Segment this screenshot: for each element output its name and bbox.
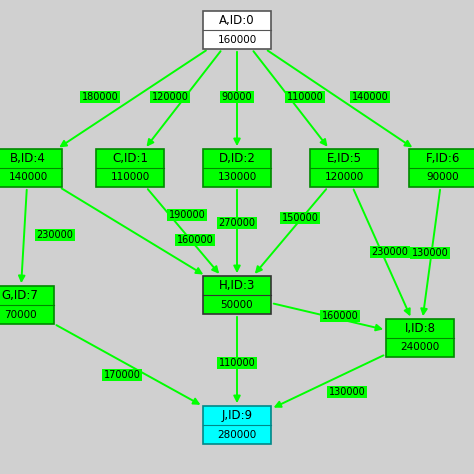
Text: 180000: 180000 bbox=[82, 92, 118, 102]
Text: D,ID:2: D,ID:2 bbox=[219, 152, 255, 165]
Text: 270000: 270000 bbox=[219, 218, 255, 228]
Text: 110000: 110000 bbox=[287, 92, 323, 102]
Text: A,ID:0: A,ID:0 bbox=[219, 14, 255, 27]
Text: 230000: 230000 bbox=[36, 230, 73, 240]
Text: 160000: 160000 bbox=[218, 35, 256, 45]
Text: 90000: 90000 bbox=[222, 92, 252, 102]
Text: 130000: 130000 bbox=[411, 248, 448, 258]
Text: 130000: 130000 bbox=[218, 173, 256, 182]
Text: 110000: 110000 bbox=[219, 358, 255, 368]
Text: J,ID:9: J,ID:9 bbox=[221, 409, 253, 422]
Bar bbox=[409, 149, 474, 187]
Text: 150000: 150000 bbox=[282, 213, 319, 223]
Bar bbox=[310, 149, 378, 187]
Text: 120000: 120000 bbox=[152, 92, 189, 102]
Bar bbox=[0, 286, 54, 324]
Text: 70000: 70000 bbox=[4, 310, 36, 319]
Text: 130000: 130000 bbox=[328, 387, 365, 397]
Text: 160000: 160000 bbox=[322, 311, 358, 321]
Text: H,ID:3: H,ID:3 bbox=[219, 279, 255, 292]
Text: 120000: 120000 bbox=[324, 173, 364, 182]
Bar bbox=[203, 276, 271, 314]
Text: 110000: 110000 bbox=[110, 173, 150, 182]
Bar bbox=[203, 149, 271, 187]
Text: I,ID:8: I,ID:8 bbox=[404, 322, 436, 335]
Text: 190000: 190000 bbox=[169, 210, 205, 220]
Text: 50000: 50000 bbox=[221, 300, 253, 310]
Text: 280000: 280000 bbox=[218, 429, 256, 439]
Bar bbox=[203, 11, 271, 49]
Text: E,ID:5: E,ID:5 bbox=[327, 152, 362, 165]
Bar bbox=[386, 319, 454, 357]
Text: G,ID:7: G,ID:7 bbox=[1, 289, 38, 302]
Text: 170000: 170000 bbox=[103, 370, 140, 380]
Bar bbox=[203, 406, 271, 444]
Text: 160000: 160000 bbox=[177, 235, 213, 245]
Text: 240000: 240000 bbox=[401, 343, 439, 353]
Text: 90000: 90000 bbox=[427, 173, 459, 182]
Text: 140000: 140000 bbox=[9, 173, 47, 182]
Text: F,ID:6: F,ID:6 bbox=[426, 152, 460, 165]
Text: 140000: 140000 bbox=[352, 92, 388, 102]
Text: B,ID:4: B,ID:4 bbox=[10, 152, 46, 165]
Text: 230000: 230000 bbox=[372, 247, 409, 257]
Bar bbox=[96, 149, 164, 187]
Bar bbox=[0, 149, 62, 187]
Text: C,ID:1: C,ID:1 bbox=[112, 152, 148, 165]
